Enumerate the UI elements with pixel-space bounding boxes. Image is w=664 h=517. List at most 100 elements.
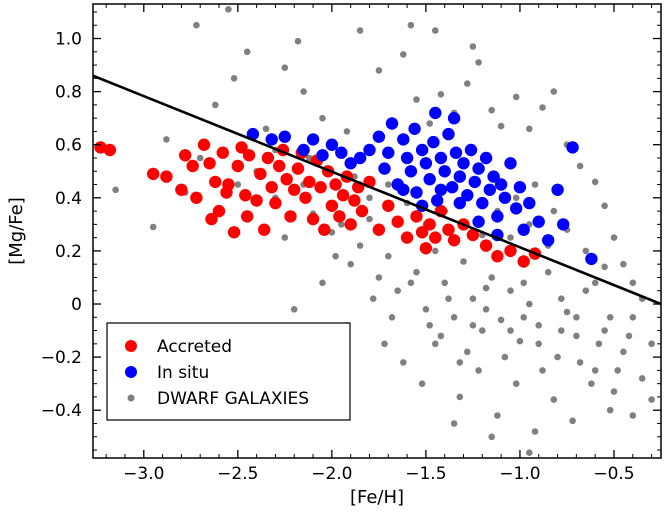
point-dwarf-galaxies xyxy=(539,367,546,374)
legend-marker-in-situ xyxy=(125,366,137,378)
point-accreted xyxy=(382,199,395,212)
point-dwarf-galaxies xyxy=(300,88,307,95)
point-accreted xyxy=(175,183,188,196)
point-dwarf-galaxies xyxy=(456,393,464,401)
point-accreted xyxy=(205,212,218,226)
point-accreted xyxy=(466,228,480,242)
point-accreted xyxy=(429,231,442,244)
point-dwarf-galaxies xyxy=(225,6,232,13)
point-dwarf-galaxies xyxy=(535,340,542,348)
point-in-situ xyxy=(491,210,504,223)
point-in-situ xyxy=(453,196,466,210)
x-axis-title: [Fe/H] xyxy=(350,487,404,508)
point-dwarf-galaxies xyxy=(375,67,383,74)
point-accreted xyxy=(179,149,192,162)
point-in-situ xyxy=(464,143,478,157)
legend-marker-accreted xyxy=(125,340,137,352)
point-dwarf-galaxies xyxy=(418,380,426,388)
point-dwarf-galaxies xyxy=(588,380,595,388)
point-in-situ xyxy=(353,151,367,165)
point-dwarf-galaxies xyxy=(558,295,565,303)
point-in-situ xyxy=(434,183,448,196)
point-dwarf-galaxies xyxy=(601,327,608,334)
ticks-layer xyxy=(93,4,661,458)
point-accreted xyxy=(239,189,252,202)
point-in-situ xyxy=(498,191,512,204)
point-in-situ xyxy=(457,157,470,170)
point-dwarf-galaxies xyxy=(262,125,270,133)
point-accreted xyxy=(348,194,361,207)
point-dwarf-galaxies xyxy=(494,412,501,419)
point-dwarf-galaxies xyxy=(432,27,439,34)
point-dwarf-galaxies xyxy=(469,295,477,303)
point-in-situ xyxy=(468,175,481,189)
point-in-situ xyxy=(447,112,461,125)
point-dwarf-galaxies xyxy=(526,125,533,133)
point-dwarf-galaxies xyxy=(356,27,364,34)
point-accreted xyxy=(261,151,275,165)
point-dwarf-galaxies xyxy=(614,367,621,374)
point-dwarf-galaxies xyxy=(591,367,599,374)
point-accreted xyxy=(355,204,369,218)
point-dwarf-galaxies xyxy=(450,314,458,321)
point-accreted xyxy=(400,231,414,244)
point-dwarf-galaxies xyxy=(520,314,527,321)
point-dwarf-galaxies xyxy=(369,295,377,303)
point-in-situ xyxy=(382,146,395,159)
point-dwarf-galaxies xyxy=(606,406,614,414)
point-in-situ xyxy=(532,215,545,228)
point-in-situ xyxy=(385,117,399,130)
point-accreted xyxy=(284,210,297,223)
point-dwarf-galaxies xyxy=(595,340,603,348)
point-accreted xyxy=(254,167,267,181)
y-tick-label: −0.4 xyxy=(41,401,82,421)
point-dwarf-galaxies xyxy=(482,284,490,292)
point-in-situ xyxy=(397,183,410,196)
point-accreted xyxy=(291,162,305,175)
point-accreted xyxy=(479,239,493,252)
point-dwarf-galaxies xyxy=(544,268,552,276)
point-in-situ xyxy=(306,133,320,146)
point-accreted xyxy=(220,186,233,199)
point-dwarf-galaxies xyxy=(196,154,204,162)
point-dwarf-galaxies xyxy=(426,322,434,329)
point-accreted xyxy=(306,212,320,226)
point-dwarf-galaxies xyxy=(526,449,533,457)
point-in-situ xyxy=(472,162,485,175)
point-dwarf-galaxies xyxy=(332,252,339,260)
point-dwarf-galaxies xyxy=(432,340,439,348)
point-in-situ xyxy=(408,122,421,135)
point-accreted xyxy=(203,157,216,170)
point-in-situ xyxy=(557,218,570,231)
point-dwarf-galaxies xyxy=(558,327,565,334)
point-accreted xyxy=(299,191,312,204)
point-in-situ xyxy=(453,170,466,183)
point-in-situ xyxy=(325,138,339,151)
point-dwarf-galaxies xyxy=(516,337,524,345)
point-dwarf-galaxies xyxy=(385,181,392,188)
point-dwarf-galaxies xyxy=(163,136,170,143)
point-dwarf-galaxies xyxy=(281,234,289,241)
point-in-situ xyxy=(410,186,423,199)
point-accreted xyxy=(442,223,455,236)
point-dwarf-galaxies xyxy=(388,314,396,321)
y-tick-label: 0.6 xyxy=(55,136,82,156)
point-in-situ xyxy=(363,143,376,157)
point-in-situ xyxy=(510,202,523,215)
point-in-situ xyxy=(404,165,418,178)
point-in-situ xyxy=(423,173,436,186)
point-accreted xyxy=(517,255,530,268)
point-dwarf-galaxies xyxy=(550,207,558,215)
point-dwarf-galaxies xyxy=(620,260,627,268)
point-accreted xyxy=(190,191,203,204)
point-accreted xyxy=(318,223,331,236)
point-dwarf-galaxies xyxy=(610,388,618,395)
point-in-situ xyxy=(434,151,448,165)
point-dwarf-galaxies xyxy=(347,260,355,268)
point-dwarf-galaxies xyxy=(422,306,430,313)
point-dwarf-galaxies xyxy=(512,93,520,101)
point-dwarf-galaxies xyxy=(488,274,496,281)
point-in-situ xyxy=(278,130,291,143)
y-tick-label: −0.2 xyxy=(41,348,82,368)
